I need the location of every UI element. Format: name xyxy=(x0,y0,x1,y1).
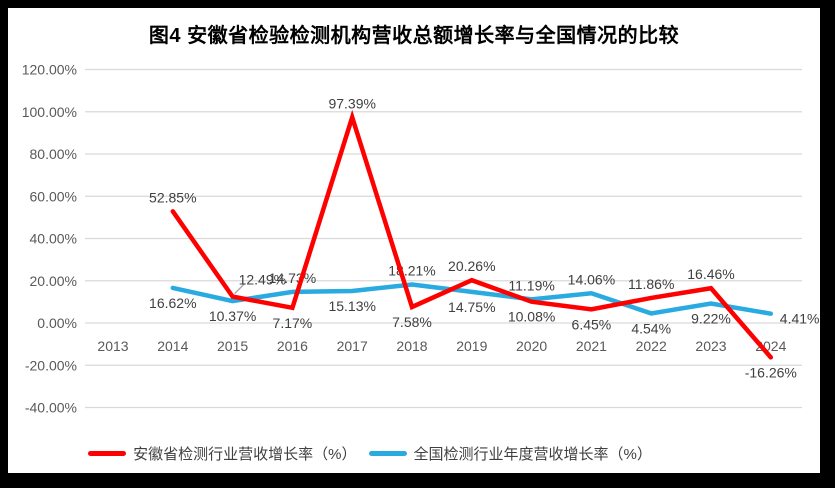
data-label-anhui: 97.39% xyxy=(328,95,375,111)
x-axis-year-label: 2020 xyxy=(516,338,547,354)
data-label-national: 4.54% xyxy=(631,320,671,336)
label-leader-line xyxy=(234,283,246,295)
y-axis-tick-label: 100.00% xyxy=(22,104,77,120)
data-label-national: 18.21% xyxy=(388,263,435,279)
x-axis-year-label: 2019 xyxy=(456,338,487,354)
data-label-national: 16.62% xyxy=(149,295,196,311)
data-label-anhui: 7.58% xyxy=(392,314,432,330)
y-axis-tick-label: 40.00% xyxy=(30,231,77,247)
x-axis-year-label: 2014 xyxy=(157,338,188,354)
chart-canvas: 图4 安徽省检验检测机构营收总额增长率与全国情况的比较 120.00% 100.0… xyxy=(8,8,820,473)
x-axis-year-label: 2021 xyxy=(576,338,607,354)
y-axis-tick-label: 20.00% xyxy=(30,273,77,289)
x-axis-year-label: 2017 xyxy=(337,338,368,354)
data-label-anhui: 12.49% xyxy=(239,272,286,288)
data-label-anhui: -16.26% xyxy=(745,364,797,380)
legend-label-anhui: 安徽省检测行业营收增长率（%） xyxy=(133,445,357,463)
data-label-national: 4.41% xyxy=(780,311,820,327)
data-label-anhui: 7.17% xyxy=(273,315,313,331)
data-label-anhui: 20.26% xyxy=(448,258,495,274)
data-label-anhui: 6.45% xyxy=(572,316,612,332)
y-axis-tick-label: 80.00% xyxy=(30,146,77,162)
legend-label-national: 全国检测行业年度营收增长率（%） xyxy=(413,445,652,463)
data-label-anhui: 10.08% xyxy=(508,309,555,325)
series-line-anhui xyxy=(170,109,774,360)
data-label-national: 15.13% xyxy=(328,298,375,314)
data-label-national: 10.37% xyxy=(209,308,256,324)
data-label-anhui: 16.46% xyxy=(687,266,734,282)
data-label-national: 9.22% xyxy=(691,311,731,327)
data-label-national: 11.19% xyxy=(508,277,554,293)
chart-legend: 安徽省检测行业营收增长率（%） 全国检测行业年度营收增长率（%） xyxy=(8,441,820,465)
national-line-swatch xyxy=(368,450,407,456)
y-axis-tick-label: 0.00% xyxy=(37,315,77,331)
chart-title: 图4 安徽省检验检测机构营收总额增长率与全国情况的比较 xyxy=(148,25,680,47)
legend-item-anhui: 安徽省检测行业营收增长率（%） xyxy=(88,443,357,464)
x-axis-year-label: 2018 xyxy=(396,338,427,354)
x-axis-year-label: 2013 xyxy=(97,338,128,354)
anhui-line-swatch xyxy=(88,450,127,456)
x-axis-year-label: 2015 xyxy=(217,338,248,354)
x-axis-year-label: 2022 xyxy=(636,338,667,354)
y-axis-tick-label: -40.00% xyxy=(25,400,77,416)
data-label-national: 14.06% xyxy=(568,271,615,287)
x-axis-year-label: 2016 xyxy=(277,338,308,354)
y-axis-tick-label: 60.00% xyxy=(30,188,77,204)
series-line-national xyxy=(170,282,774,316)
data-label-national: 14.75% xyxy=(448,299,495,315)
y-axis-tick-label: -20.00% xyxy=(25,357,77,373)
line-chart-plot-area: 120.00% 100.00% 80.00% 60.00% 40.00% 20.00% 0.… xyxy=(22,62,820,416)
data-label-anhui: 52.85% xyxy=(149,189,196,205)
data-label-anhui: 11.86% xyxy=(628,276,674,292)
legend-item-national: 全国检测行业年度营收增长率（%） xyxy=(368,443,652,464)
y-axis-tick-label: 120.00% xyxy=(22,62,77,78)
x-axis-year-label: 2023 xyxy=(695,338,726,354)
data-label-national: 14.73% xyxy=(269,270,316,286)
